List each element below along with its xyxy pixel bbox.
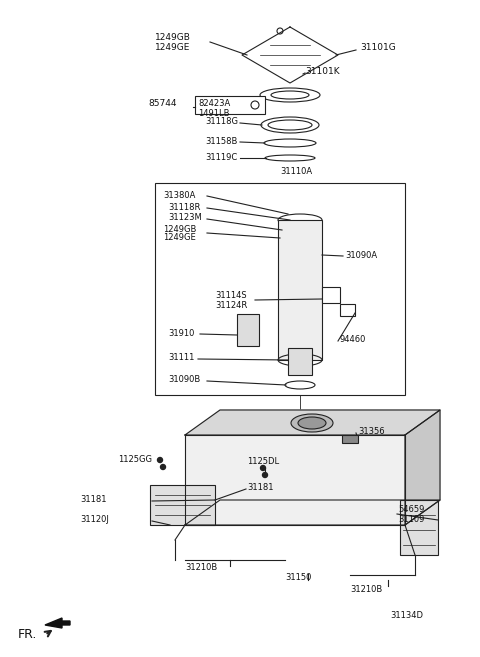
Text: 82423A: 82423A xyxy=(198,99,230,108)
Text: 31123M: 31123M xyxy=(168,214,202,223)
Text: 31110A: 31110A xyxy=(280,168,312,177)
Bar xyxy=(342,435,358,443)
Text: 31118R: 31118R xyxy=(168,202,200,212)
Text: 31181: 31181 xyxy=(247,484,274,493)
Text: 31114S: 31114S xyxy=(215,290,247,300)
Text: 31910: 31910 xyxy=(168,328,194,338)
Bar xyxy=(340,304,355,316)
Bar xyxy=(322,287,340,303)
Text: 1491LB: 1491LB xyxy=(198,108,229,118)
Circle shape xyxy=(157,457,163,463)
Bar xyxy=(150,485,215,525)
Text: 31181: 31181 xyxy=(80,495,107,505)
Text: 31109: 31109 xyxy=(398,514,424,524)
Bar xyxy=(400,500,438,555)
Text: 31101G: 31101G xyxy=(360,43,396,53)
Text: 31101K: 31101K xyxy=(305,68,340,76)
Circle shape xyxy=(261,466,265,470)
Text: 31158B: 31158B xyxy=(205,137,238,145)
Text: 31090B: 31090B xyxy=(168,376,200,384)
Text: 31120J: 31120J xyxy=(80,516,109,524)
Circle shape xyxy=(160,464,166,470)
Text: 31380A: 31380A xyxy=(163,191,195,200)
Text: 31356: 31356 xyxy=(358,428,384,436)
Text: 31124R: 31124R xyxy=(215,300,247,309)
Ellipse shape xyxy=(291,414,333,432)
FancyBboxPatch shape xyxy=(195,96,265,114)
Bar xyxy=(155,183,405,395)
Ellipse shape xyxy=(298,417,326,429)
Text: 31210B: 31210B xyxy=(350,585,382,595)
Text: 1125DL: 1125DL xyxy=(247,457,279,466)
Circle shape xyxy=(263,472,267,478)
Text: 1125GG: 1125GG xyxy=(118,455,152,464)
Text: 31118G: 31118G xyxy=(205,118,238,127)
Text: 31090A: 31090A xyxy=(345,250,377,260)
Bar xyxy=(278,220,322,360)
Text: 31134D: 31134D xyxy=(390,610,423,620)
Text: 54659: 54659 xyxy=(398,505,424,514)
Text: 1249GB: 1249GB xyxy=(155,34,191,43)
Text: FR.: FR. xyxy=(18,627,37,641)
Polygon shape xyxy=(405,410,440,525)
Polygon shape xyxy=(185,500,440,525)
Text: 94460: 94460 xyxy=(340,336,366,344)
Polygon shape xyxy=(185,435,405,525)
Bar xyxy=(288,348,312,375)
Text: 85744: 85744 xyxy=(148,99,177,108)
Bar xyxy=(237,314,259,346)
Text: 31150: 31150 xyxy=(285,574,312,583)
Text: 31119C: 31119C xyxy=(205,152,237,162)
Polygon shape xyxy=(185,410,440,435)
Text: 31210B: 31210B xyxy=(185,564,217,572)
Text: 31111: 31111 xyxy=(168,353,194,363)
Polygon shape xyxy=(45,618,70,628)
Text: 1249GE: 1249GE xyxy=(163,233,196,242)
Text: 1249GE: 1249GE xyxy=(155,43,191,51)
Text: 1249GB: 1249GB xyxy=(163,225,196,233)
